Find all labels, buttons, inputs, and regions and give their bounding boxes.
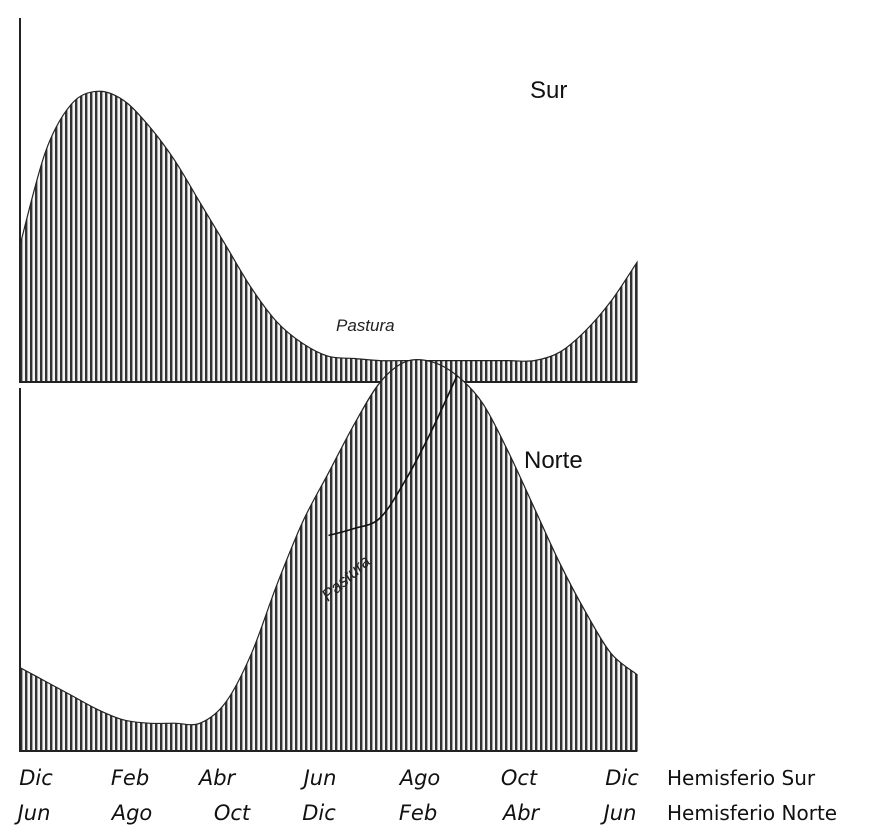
tick-label-sur: Dic xyxy=(19,766,53,790)
norte-panel-title: Norte xyxy=(524,447,583,474)
tick-label-norte: Jun xyxy=(600,801,637,825)
tick-row-hemisferio-sur: Dic Feb Abr Jun Ago Oct Dic Hemisferio S… xyxy=(19,766,816,790)
tick-row-hemisferio-norte: Jun Ago Oct Dic Feb Abr Jun Hemisferio N… xyxy=(14,801,838,825)
tick-label-sur: Dic xyxy=(605,766,639,790)
tick-label-sur: Feb xyxy=(111,766,149,790)
norte-pastura-line xyxy=(328,375,458,537)
sur-area-series xyxy=(19,90,638,383)
sur-panel: Sur Pastura xyxy=(19,18,638,383)
hemisferio-norte-label: Hemisferio Norte xyxy=(667,801,837,825)
hemisferio-sur-label: Hemisferio Sur xyxy=(667,766,816,790)
tick-label-norte: Ago xyxy=(110,801,153,825)
sur-panel-title: Sur xyxy=(530,77,567,104)
tick-label-sur: Abr xyxy=(197,766,237,790)
norte-panel: Norte Pastura xyxy=(19,358,638,752)
norte-area-series xyxy=(19,358,638,752)
tick-label-norte: Feb xyxy=(399,801,437,825)
sur-pastura-label: Pastura xyxy=(336,316,395,335)
tick-label-norte: Dic xyxy=(302,801,336,825)
tick-label-norte: Oct xyxy=(214,801,251,825)
tick-label-sur: Jun xyxy=(300,766,337,790)
tick-label-norte: Abr xyxy=(501,801,541,825)
tick-label-norte: Jun xyxy=(14,801,51,825)
tick-label-sur: Oct xyxy=(501,766,538,790)
tick-label-sur: Ago xyxy=(398,766,441,790)
